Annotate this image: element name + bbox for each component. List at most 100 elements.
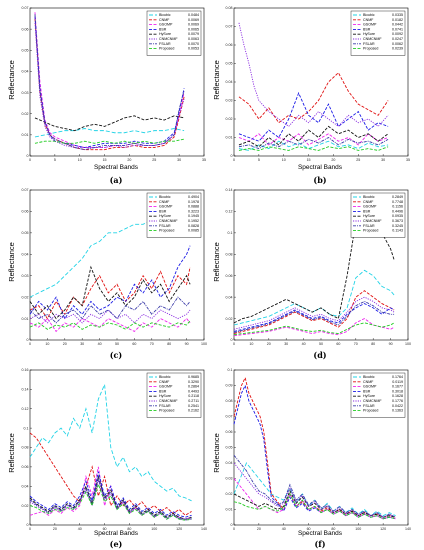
panel-f-series-fslar [233, 454, 396, 518]
panel-e-ytick-label: 0.04 [22, 484, 29, 488]
panel-f-ytick-label: 0.09 [226, 384, 233, 388]
panel-f-xtick-label: 100 [355, 527, 361, 531]
panel-b-xtick-label: 25 [356, 158, 360, 162]
panel-a-plot-frame [29, 7, 205, 157]
panel-d-xtick-label: 90 [389, 342, 393, 346]
panel-e-legend-value: 0.2118 [188, 394, 199, 398]
panel-c-legend-value: 0.0828 [188, 224, 199, 228]
panel-e-legend-value: 0.2162 [188, 409, 199, 413]
panel-e-legend-value: 0.3290 [188, 380, 199, 384]
panel-e-label: (e) [110, 539, 123, 549]
panel-e-xtick-label: 140 [201, 527, 207, 531]
panel-c-ytick-label: 0.07 [22, 188, 29, 192]
panel-e-legend-name: FSLAR [159, 404, 171, 408]
panel-d-xtick-label: 30 [284, 342, 288, 346]
panel-e-series-fslar [29, 476, 192, 520]
panel-f-ytick-label: 0.06 [226, 430, 233, 434]
panel-d-legend-name: CNMCNMF [363, 219, 382, 223]
panel-b-legend-name: BSR [363, 27, 371, 31]
panel-a-xtick-label: 5 [54, 158, 56, 162]
panel-c-xtick-label: 40 [98, 342, 102, 346]
panel-c-xtick-label: 10 [45, 342, 49, 346]
panel-e-legend-value: 0.2541 [188, 404, 199, 408]
panel-c-series-hysure [29, 265, 191, 320]
panel-a-xtick-label: 20 [127, 158, 131, 162]
panel-c-legend-value: 0.0888 [188, 205, 199, 209]
panel-d-label: (d) [313, 350, 326, 360]
panel-c-xtick-label: 70 [150, 342, 154, 346]
panel-c-legend-value: 0.1945 [188, 214, 199, 218]
panel-f-legend-name: CNMF [363, 380, 374, 384]
panel-b-series-cnmcnmf [238, 22, 389, 128]
panel-f-legend-name: CNMCNMF [363, 399, 382, 403]
panel-c-xtick-label: 50 [115, 342, 119, 346]
panel-c-ytick-label: 0.01 [22, 317, 29, 321]
panel-f-ytick-label: 0 [231, 523, 233, 527]
panel-b-series-bsr [238, 91, 389, 142]
panel-e-ytick-label: 0.02 [22, 504, 29, 508]
panel-b-xtick-label: 0 [233, 158, 235, 162]
panel-a-ytick-label: 0.01 [22, 133, 29, 137]
panel-c-legend-value: 0.1952 [188, 219, 199, 223]
panel-e-legend-value: 0.2864 [188, 385, 199, 389]
panel-e-ytick-label: 0.06 [22, 465, 29, 469]
panel-d-series-gsomp [233, 318, 395, 337]
panel-b-xtick-label: 15 [307, 158, 311, 162]
panel-e-series-bsr [29, 471, 192, 518]
panel-f-ytick-label: 0.1 [228, 368, 233, 372]
panel-c-ytick-label: 0 [27, 338, 29, 342]
panel-a-xtick-label: 25 [152, 158, 156, 162]
panel-a-ytick-label: 0.07 [22, 6, 29, 10]
panel-e-legend-name: Proposed [159, 409, 174, 413]
panel-f-xtick-label: 0 [233, 527, 235, 531]
panel-a-legend-name: FSLAR [159, 42, 171, 46]
panel-f-ytick-label: 0.04 [226, 461, 233, 465]
panel-b-series-cnmf [238, 72, 389, 124]
panel-b: Reflectance Spectral Bands (b) 0 5 10 15 20 2… [212, 6, 410, 185]
panel-d-legend-name: BSR [363, 209, 371, 213]
panel-b-series-bicubic [238, 140, 389, 151]
panel-d-series-fslar [233, 300, 395, 333]
panel-d-xtick-label: 0 [233, 342, 235, 346]
panel-a-legend-name: GSOMP [159, 23, 173, 27]
panel-e-series-proposed [29, 482, 192, 521]
panel-d-legend-name: FSLAR [363, 224, 375, 228]
panel-f-ytick-label: 0.05 [226, 446, 233, 450]
panel-d-ytick-label: 0.12 [226, 210, 233, 214]
panel-b-ytick-label: 0.04 [226, 80, 233, 84]
panel-c-series-cnmf [29, 267, 191, 320]
panel-d-ytick-label: 0.06 [226, 274, 233, 278]
panel-c-ylabel: Reflectance [7, 242, 16, 282]
panel-e-xtick-label: 80 [127, 527, 131, 531]
panel-b-ylabel: Reflectance [212, 60, 221, 100]
panel-b-series-fslar [238, 136, 389, 150]
panel-b-legend-name: Proposed [363, 47, 378, 51]
panel-c-xtick-label: 20 [63, 342, 67, 346]
panel-b-legend-name: CNMCNMF [363, 37, 382, 41]
panel-b-xtick-label: 20 [331, 158, 335, 162]
panel-a-ytick-label: 0.02 [22, 112, 29, 116]
panel-a-legend-name: HySure [159, 32, 171, 36]
panel-a-legend-name: BSR [159, 27, 167, 31]
panel-a: Reflectance Spectral Bands (a) 0 5 10 15 20 2… [7, 6, 206, 185]
panel-b-xlabel: Spectral Bands [298, 164, 343, 171]
panel-f-series-proposed [233, 492, 396, 520]
panel-c-series-proposed [29, 320, 191, 330]
panel-e-ytick-label: 0.12 [22, 407, 29, 411]
panel-b-legend-value: 0.0062 [392, 42, 403, 46]
panel-c-legend-value: 0.0085 [188, 229, 199, 233]
panel-a-ytick-label: 0 [27, 154, 29, 158]
panel-e-xtick-label: 40 [78, 527, 82, 531]
panel-e-ytick-label: 0.08 [22, 446, 29, 450]
panel-f: Reflectance Spectral Bands (f) 0 20 40 60 80… [212, 368, 411, 549]
panel-f-legend-value: 0.3018 [392, 389, 403, 393]
panel-e-legend-value: 0.4493 [188, 389, 199, 393]
panel-f-xlabel: Spectral Bands [298, 530, 343, 537]
panel-e-ytick-label: 0.16 [22, 368, 29, 372]
panel-e-legend-box [146, 372, 202, 418]
panel-c-legend-value: 0.1978 [188, 200, 199, 204]
panel-b-legend-name: Bicubic [363, 13, 375, 17]
panel-f-ytick-label: 0.02 [226, 492, 233, 496]
panel-d-xtick-label: 20 [267, 342, 271, 346]
